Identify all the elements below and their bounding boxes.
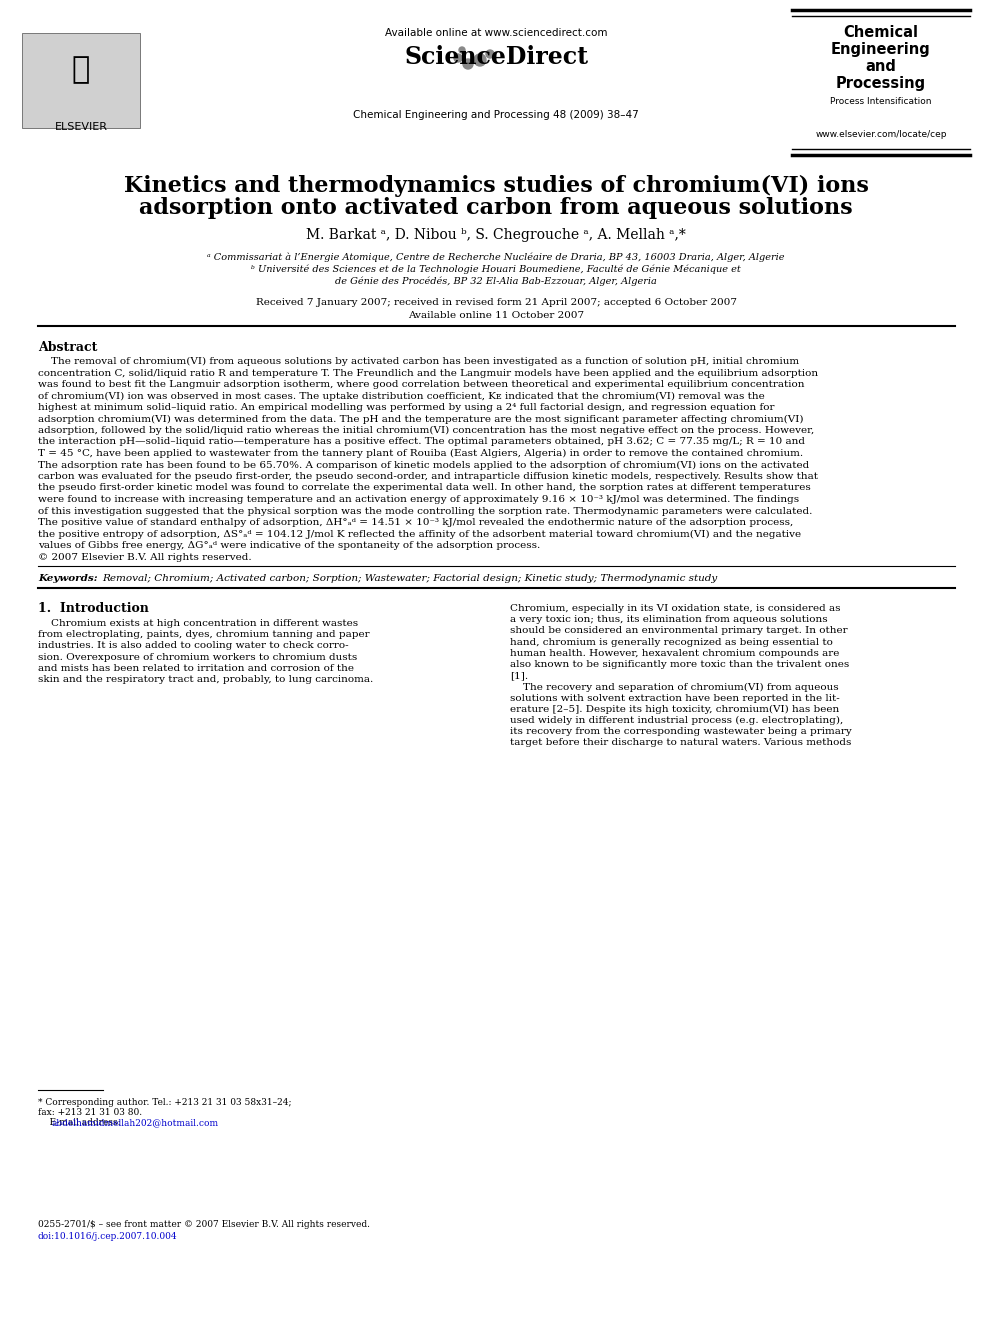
Text: The positive value of standard enthalpy of adsorption, ΔH°ₐᵈ = 14.51 × 10⁻³ kJ/m: The positive value of standard enthalpy … bbox=[38, 519, 794, 527]
Text: © 2007 Elsevier B.V. All rights reserved.: © 2007 Elsevier B.V. All rights reserved… bbox=[38, 553, 252, 561]
Text: Processing: Processing bbox=[836, 75, 927, 91]
Text: its recovery from the corresponding wastewater being a primary: its recovery from the corresponding wast… bbox=[510, 728, 852, 736]
Text: and mists has been related to irritation and corrosion of the: and mists has been related to irritation… bbox=[38, 664, 354, 673]
Text: target before their discharge to natural waters. Various methods: target before their discharge to natural… bbox=[510, 738, 851, 747]
Text: and: and bbox=[866, 60, 897, 74]
Text: The removal of chromium(VI) from aqueous solutions by activated carbon has been : The removal of chromium(VI) from aqueous… bbox=[38, 357, 800, 366]
Text: 1.  Introduction: 1. Introduction bbox=[38, 602, 149, 615]
Text: [1].: [1]. bbox=[510, 671, 528, 680]
Text: used widely in different industrial process (e.g. electroplating),: used widely in different industrial proc… bbox=[510, 716, 843, 725]
Text: Chemical: Chemical bbox=[843, 25, 919, 40]
Text: E-mail address:: E-mail address: bbox=[38, 1118, 123, 1127]
Text: Keywords:: Keywords: bbox=[38, 574, 97, 583]
Text: adsorption, followed by the solid/liquid ratio whereas the initial chromium(VI) : adsorption, followed by the solid/liquid… bbox=[38, 426, 814, 435]
Text: Available online at www.sciencedirect.com: Available online at www.sciencedirect.co… bbox=[385, 28, 607, 38]
Text: 0255-2701/$ – see front matter © 2007 Elsevier B.V. All rights reserved.: 0255-2701/$ – see front matter © 2007 El… bbox=[38, 1220, 370, 1229]
Text: Received 7 January 2007; received in revised form 21 April 2007; accepted 6 Octo: Received 7 January 2007; received in rev… bbox=[256, 298, 736, 307]
Text: The recovery and separation of chromium(VI) from aqueous: The recovery and separation of chromium(… bbox=[510, 683, 838, 692]
Text: adsorption chromium(VI) was determined from the data. The pH and the temperature: adsorption chromium(VI) was determined f… bbox=[38, 414, 804, 423]
Text: Removal; Chromium; Activated carbon; Sorption; Wastewater; Factorial design; Kin: Removal; Chromium; Activated carbon; Sor… bbox=[102, 574, 717, 583]
Text: The adsorption rate has been found to be 65.70%. A comparison of kinetic models : The adsorption rate has been found to be… bbox=[38, 460, 809, 470]
Circle shape bbox=[463, 60, 473, 69]
Text: Abstract: Abstract bbox=[38, 341, 97, 355]
Text: the interaction pH—solid–liquid ratio—temperature has a positive effect. The opt: the interaction pH—solid–liquid ratio—te… bbox=[38, 438, 805, 446]
Text: Engineering: Engineering bbox=[831, 42, 930, 57]
Circle shape bbox=[474, 54, 486, 66]
Text: Chemical Engineering and Processing 48 (2009) 38–47: Chemical Engineering and Processing 48 (… bbox=[353, 110, 639, 120]
Text: ᵇ Université des Sciences et de la Technologie Houari Boumediene, Faculté de Gén: ᵇ Université des Sciences et de la Techn… bbox=[251, 265, 741, 274]
Text: ELSEVIER: ELSEVIER bbox=[55, 122, 107, 132]
Text: T = 45 °C, have been applied to wastewater from the tannery plant of Rouiba (Eas: T = 45 °C, have been applied to wastewat… bbox=[38, 448, 804, 458]
Circle shape bbox=[454, 54, 462, 62]
Text: of this investigation suggested that the physical sorption was the mode controll: of this investigation suggested that the… bbox=[38, 507, 812, 516]
Text: Process Intensification: Process Intensification bbox=[830, 97, 931, 106]
Text: skin and the respiratory tract and, probably, to lung carcinoma.: skin and the respiratory tract and, prob… bbox=[38, 675, 373, 684]
Text: www.elsevier.com/locate/cep: www.elsevier.com/locate/cep bbox=[815, 130, 946, 139]
Text: Chromium, especially in its VI oxidation state, is considered as: Chromium, especially in its VI oxidation… bbox=[510, 605, 840, 613]
Text: also known to be significantly more toxic than the trivalent ones: also known to be significantly more toxi… bbox=[510, 660, 849, 669]
Text: concentration C, solid/liquid ratio R and temperature T. The Freundlich and the : concentration C, solid/liquid ratio R an… bbox=[38, 369, 818, 377]
Text: Available online 11 October 2007: Available online 11 October 2007 bbox=[408, 311, 584, 320]
Text: Chromium exists at high concentration in different wastes: Chromium exists at high concentration in… bbox=[38, 619, 358, 628]
Text: M. Barkat ᵃ, D. Nibou ᵇ, S. Chegrouche ᵃ, A. Mellah ᵃ,*: M. Barkat ᵃ, D. Nibou ᵇ, S. Chegrouche ᵃ… bbox=[307, 228, 685, 242]
Text: hand, chromium is generally recognized as being essential to: hand, chromium is generally recognized a… bbox=[510, 638, 833, 647]
Text: ᵃ Commissariat à l’Energie Atomique, Centre de Recherche Nucléaire de Draria, BP: ᵃ Commissariat à l’Energie Atomique, Cen… bbox=[207, 251, 785, 262]
Text: highest at minimum solid–liquid ratio. An empirical modelling was performed by u: highest at minimum solid–liquid ratio. A… bbox=[38, 404, 775, 411]
Text: the positive entropy of adsorption, ΔS°ₐᵈ = 104.12 J/mol K reflected the affinit: the positive entropy of adsorption, ΔS°ₐ… bbox=[38, 529, 802, 538]
Text: should be considered an environmental primary target. In other: should be considered an environmental pr… bbox=[510, 626, 847, 635]
Circle shape bbox=[486, 50, 494, 58]
Text: 🌿: 🌿 bbox=[71, 56, 90, 83]
Text: from electroplating, paints, dyes, chromium tanning and paper: from electroplating, paints, dyes, chrom… bbox=[38, 630, 370, 639]
Text: doi:10.1016/j.cep.2007.10.004: doi:10.1016/j.cep.2007.10.004 bbox=[38, 1232, 178, 1241]
Text: a very toxic ion; thus, its elimination from aqueous solutions: a very toxic ion; thus, its elimination … bbox=[510, 615, 827, 624]
Text: de Génie des Procédés, BP 32 El-Alia Bab-Ezzouar, Alger, Algeria: de Génie des Procédés, BP 32 El-Alia Bab… bbox=[335, 277, 657, 287]
Text: industries. It is also added to cooling water to check corro-: industries. It is also added to cooling … bbox=[38, 642, 348, 651]
Text: Kinetics and thermodynamics studies of chromium(VI) ions: Kinetics and thermodynamics studies of c… bbox=[124, 175, 868, 197]
Text: sion. Overexposure of chromium workers to chromium dusts: sion. Overexposure of chromium workers t… bbox=[38, 652, 357, 662]
Text: was found to best fit the Langmuir adsorption isotherm, where good correlation b: was found to best fit the Langmuir adsor… bbox=[38, 380, 805, 389]
Text: erature [2–5]. Despite its high toxicity, chromium(VI) has been: erature [2–5]. Despite its high toxicity… bbox=[510, 705, 839, 714]
Text: ScienceDirect: ScienceDirect bbox=[404, 45, 588, 69]
Text: were found to increase with increasing temperature and an activation energy of a: were found to increase with increasing t… bbox=[38, 495, 800, 504]
Text: * Corresponding author. Tel.: +213 21 31 03 58x31–24;: * Corresponding author. Tel.: +213 21 31… bbox=[38, 1098, 292, 1107]
Text: values of Gibbs free energy, ΔG°ₐᵈ were indicative of the spontaneity of the ads: values of Gibbs free energy, ΔG°ₐᵈ were … bbox=[38, 541, 541, 550]
Text: human health. However, hexavalent chromium compounds are: human health. However, hexavalent chromi… bbox=[510, 648, 839, 658]
Text: solutions with solvent extraction have been reported in the lit-: solutions with solvent extraction have b… bbox=[510, 693, 840, 703]
Text: abdelhamidmellah202@hotmail.com: abdelhamidmellah202@hotmail.com bbox=[51, 1118, 218, 1127]
Bar bbox=[22, 33, 140, 128]
Circle shape bbox=[459, 48, 465, 53]
Text: adsorption onto activated carbon from aqueous solutions: adsorption onto activated carbon from aq… bbox=[139, 197, 853, 220]
Text: fax: +213 21 31 03 80.: fax: +213 21 31 03 80. bbox=[38, 1107, 142, 1117]
Text: carbon was evaluated for the pseudo first-order, the pseudo second-order, and in: carbon was evaluated for the pseudo firs… bbox=[38, 472, 818, 482]
Text: the pseudo first-order kinetic model was found to correlate the experimental dat: the pseudo first-order kinetic model was… bbox=[38, 483, 810, 492]
Text: of chromium(VI) ion was observed in most cases. The uptake distribution coeffici: of chromium(VI) ion was observed in most… bbox=[38, 392, 765, 401]
